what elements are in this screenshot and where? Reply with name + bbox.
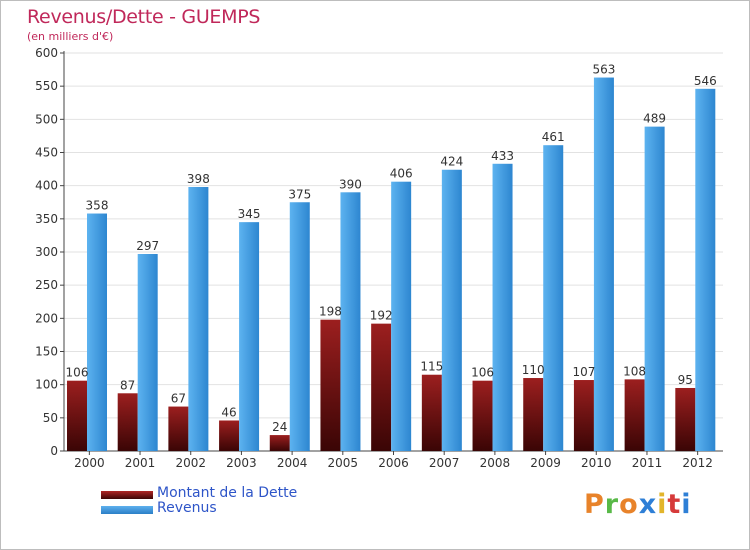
data-label-revenue-2012: 546 xyxy=(694,74,717,88)
y-tick-label: 50 xyxy=(43,411,58,425)
bar-revenue-2006 xyxy=(391,181,412,452)
legend-swatch-revenue xyxy=(101,506,153,514)
data-label-debt-2002: 67 xyxy=(171,392,186,406)
bar-revenue-2011 xyxy=(644,126,665,451)
bar-debt-2005 xyxy=(320,319,341,451)
y-tick-label: 450 xyxy=(35,146,58,160)
data-label-debt-2012: 95 xyxy=(678,373,693,387)
logo-letter: i xyxy=(657,489,668,520)
bar-debt-2003 xyxy=(219,420,240,451)
x-tick-label-2010: 2010 xyxy=(581,456,612,470)
bar-debt-2010 xyxy=(573,380,594,451)
bar-revenue-2007 xyxy=(441,169,462,451)
data-label-debt-2004: 24 xyxy=(272,420,287,434)
data-label-revenue-2004: 375 xyxy=(288,187,311,201)
data-label-debt-2009: 110 xyxy=(522,363,545,377)
data-label-revenue-2006: 406 xyxy=(390,167,413,181)
logo-letter: P xyxy=(584,489,605,520)
data-label-debt-2001: 87 xyxy=(120,378,135,392)
data-label-revenue-2001: 297 xyxy=(136,239,159,253)
y-tick-label: 350 xyxy=(35,212,58,226)
x-tick-label-2004: 2004 xyxy=(277,456,308,470)
x-tick-label-2005: 2005 xyxy=(328,456,359,470)
bar-debt-2011 xyxy=(624,379,645,451)
data-label-revenue-2003: 345 xyxy=(238,207,261,221)
legend-swatch-debt xyxy=(101,491,153,499)
y-tick-label: 550 xyxy=(35,79,58,93)
x-tick-label-2003: 2003 xyxy=(226,456,257,470)
proxiti-logo: Proxiti xyxy=(584,489,692,520)
data-label-revenue-2000: 358 xyxy=(86,199,109,213)
data-label-debt-2005: 198 xyxy=(319,305,342,319)
y-tick-label: 200 xyxy=(35,311,58,325)
data-label-debt-2003: 46 xyxy=(221,405,236,419)
y-tick-label: 0 xyxy=(50,444,58,458)
logo-letter: r xyxy=(604,489,620,520)
bar-revenue-2003 xyxy=(239,222,260,451)
y-tick-label: 250 xyxy=(35,278,58,292)
data-label-revenue-2005: 390 xyxy=(339,177,362,191)
logo-letter: o xyxy=(619,489,639,520)
y-tick-label: 500 xyxy=(35,112,58,126)
logo-letter: t xyxy=(667,489,682,520)
logo-letter: x xyxy=(638,489,658,520)
x-tick-label-2001: 2001 xyxy=(125,456,156,470)
bar-revenue-2009 xyxy=(543,145,564,451)
data-label-revenue-2011: 489 xyxy=(643,112,666,126)
data-label-revenue-2010: 563 xyxy=(592,63,615,77)
bar-debt-2000 xyxy=(67,380,87,451)
y-tick-label: 150 xyxy=(35,345,58,359)
legend-label-debt: Montant de la Dette xyxy=(157,485,298,501)
bar-debt-2001 xyxy=(117,393,138,451)
bar-debt-2002 xyxy=(168,406,189,451)
bar-revenue-2001 xyxy=(137,253,158,451)
x-tick-label-2011: 2011 xyxy=(632,456,663,470)
x-tick-label-2007: 2007 xyxy=(429,456,460,470)
data-label-debt-2011: 108 xyxy=(623,364,646,378)
y-tick-label: 300 xyxy=(35,245,58,259)
data-label-debt-2007: 115 xyxy=(420,360,443,374)
data-label-debt-2000: 106 xyxy=(66,366,89,380)
data-label-revenue-2008: 433 xyxy=(491,149,514,163)
x-tick-label-2000: 2000 xyxy=(74,456,105,470)
chart-subtitle: (en milliers d'€) xyxy=(27,30,114,43)
bar-revenue-2004 xyxy=(289,202,310,451)
bar-debt-2012 xyxy=(675,387,696,451)
logo-letter: i xyxy=(681,489,692,520)
data-label-revenue-2002: 398 xyxy=(187,172,210,186)
data-label-revenue-2007: 424 xyxy=(440,155,463,169)
x-tick-label-2012: 2012 xyxy=(682,456,713,470)
bar-revenue-2005 xyxy=(340,192,361,452)
data-label-debt-2010: 107 xyxy=(572,365,595,379)
chart-title: Revenus/Dette - GUEMPS xyxy=(27,6,261,28)
data-label-revenue-2009: 461 xyxy=(542,130,565,144)
legend-label-revenue: Revenus xyxy=(157,500,217,516)
bar-debt-2006 xyxy=(371,323,392,451)
bar-revenue-2008 xyxy=(492,163,513,451)
x-tick-label-2009: 2009 xyxy=(530,456,561,470)
bar-debt-2004 xyxy=(269,435,290,451)
x-tick-label-2008: 2008 xyxy=(480,456,511,470)
bar-debt-2009 xyxy=(523,378,544,451)
x-tick-label-2006: 2006 xyxy=(378,456,409,470)
bar-revenue-2012 xyxy=(695,88,716,451)
bar-revenue-2002 xyxy=(188,186,209,451)
data-label-debt-2006: 192 xyxy=(370,309,393,323)
bar-revenue-2010 xyxy=(593,77,614,451)
y-tick-label: 600 xyxy=(35,46,58,60)
bar-debt-2007 xyxy=(421,374,442,451)
data-label-debt-2008: 106 xyxy=(471,366,494,380)
bar-revenue-2000 xyxy=(87,213,107,451)
y-tick-label: 400 xyxy=(35,179,58,193)
x-tick-label-2002: 2002 xyxy=(175,456,206,470)
bar-debt-2008 xyxy=(472,380,493,451)
y-tick-label: 100 xyxy=(35,378,58,392)
